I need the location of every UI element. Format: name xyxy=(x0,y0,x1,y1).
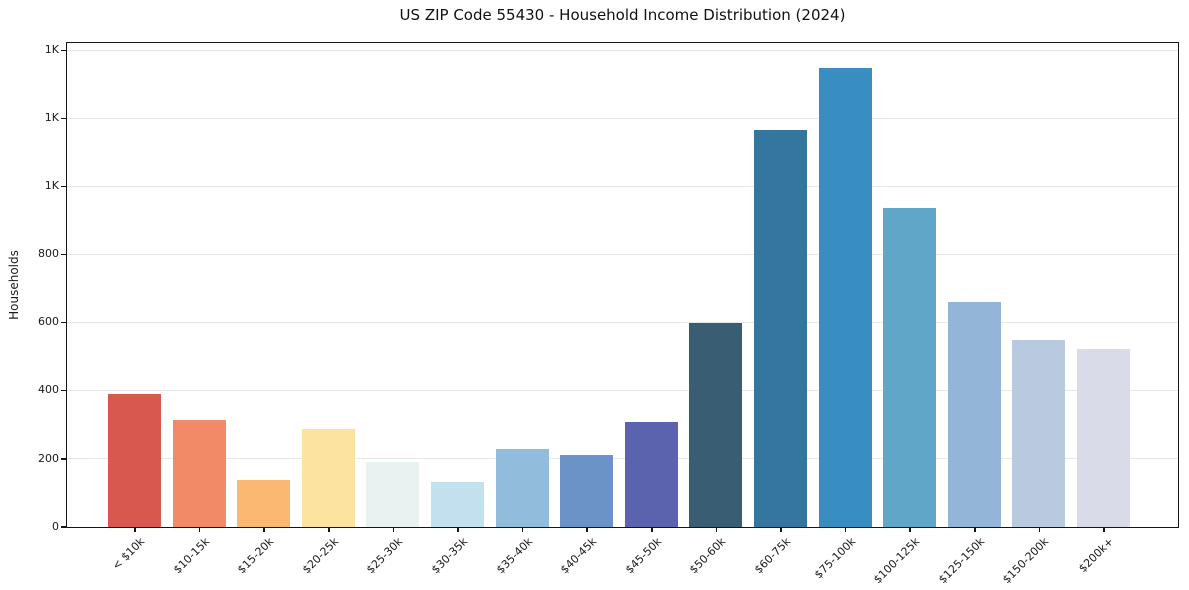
x-tick-label-2: $15-20k xyxy=(235,535,277,577)
x-tick-12 xyxy=(909,526,911,532)
x-tick-label-14: $150-200k xyxy=(1000,535,1052,587)
x-tick-3 xyxy=(328,526,330,532)
x-tick-label-11: $75-100k xyxy=(811,535,858,582)
x-tick-7 xyxy=(586,526,588,532)
x-tick-label-13: $125-150k xyxy=(935,535,987,587)
y-tick-1200 xyxy=(61,117,66,120)
x-tick-2 xyxy=(263,526,265,532)
x-tick-4 xyxy=(392,526,395,532)
gridline-1400 xyxy=(67,49,1178,51)
x-tick-11 xyxy=(844,526,847,532)
y-tick-label-600: 600 xyxy=(38,315,59,329)
bar-2 xyxy=(237,480,291,527)
x-tick-label-12: $100-125k xyxy=(871,535,923,587)
x-tick-9 xyxy=(715,526,718,532)
gridline-1200 xyxy=(67,117,1178,119)
y-tick-label-1200: 1K xyxy=(44,111,59,125)
bar-11 xyxy=(818,68,872,527)
x-tick-6 xyxy=(521,526,524,532)
x-tick-label-4: $25-30k xyxy=(364,535,406,577)
y-tick-label-200: 200 xyxy=(38,451,59,465)
bar-1 xyxy=(172,419,226,527)
y-tick-label-0: 0 xyxy=(52,519,59,533)
y-tick-200 xyxy=(61,458,66,460)
x-tick-13 xyxy=(974,526,976,532)
bar-9 xyxy=(689,322,743,527)
y-tick-label-1000: 1K xyxy=(44,179,59,193)
x-tick-15 xyxy=(1103,526,1105,532)
y-tick-0 xyxy=(61,526,66,528)
bar-15 xyxy=(1077,349,1130,527)
chart-title: US ZIP Code 55430 - Household Income Dis… xyxy=(399,6,846,24)
gridline-200 xyxy=(67,458,1178,459)
bar-5 xyxy=(431,482,484,527)
bar-7 xyxy=(560,454,614,527)
y-axis-label: Households xyxy=(7,250,21,320)
x-tick-label-0: < $10k xyxy=(109,535,148,573)
x-tick-label-3: $20-25k xyxy=(299,535,341,577)
gridline-1000 xyxy=(67,185,1178,187)
x-tick-14 xyxy=(1038,526,1041,532)
bar-13 xyxy=(947,301,1001,527)
bar-10 xyxy=(754,129,807,527)
bar-4 xyxy=(366,461,420,527)
bar-6 xyxy=(495,449,549,527)
y-tick-label-1400: 1K xyxy=(44,43,59,57)
bar-3 xyxy=(301,429,355,527)
gridline-600 xyxy=(67,321,1178,323)
y-tick-800 xyxy=(61,253,66,256)
x-tick-label-6: $35-40k xyxy=(493,535,535,577)
bar-14 xyxy=(1012,339,1066,527)
x-tick-0 xyxy=(134,526,136,532)
bar-8 xyxy=(624,422,678,527)
x-tick-label-5: $30-35k xyxy=(428,535,471,577)
x-tick-5 xyxy=(457,526,459,532)
x-tick-10 xyxy=(780,526,782,532)
y-tick-400 xyxy=(61,389,66,392)
x-tick-label-10: $60-75k xyxy=(751,535,794,577)
x-tick-label-8: $45-50k xyxy=(622,535,664,577)
bar-0 xyxy=(108,394,161,527)
y-tick-1000 xyxy=(61,185,66,188)
y-tick-label-400: 400 xyxy=(38,383,59,397)
x-tick-label-9: $50-60k xyxy=(687,535,729,577)
gridline-400 xyxy=(67,389,1178,391)
y-tick-1400 xyxy=(61,49,66,52)
x-tick-label-1: $10-15k xyxy=(170,535,212,577)
bar-12 xyxy=(883,207,937,527)
x-tick-label-7: $40-45k xyxy=(558,535,600,577)
y-tick-600 xyxy=(61,321,66,324)
x-tick-8 xyxy=(651,526,653,532)
x-tick-1 xyxy=(198,526,201,532)
plot-area xyxy=(66,42,1179,528)
gridline-800 xyxy=(67,253,1178,255)
x-tick-label-15: $200k+ xyxy=(1076,535,1117,576)
y-tick-label-800: 800 xyxy=(38,247,59,261)
